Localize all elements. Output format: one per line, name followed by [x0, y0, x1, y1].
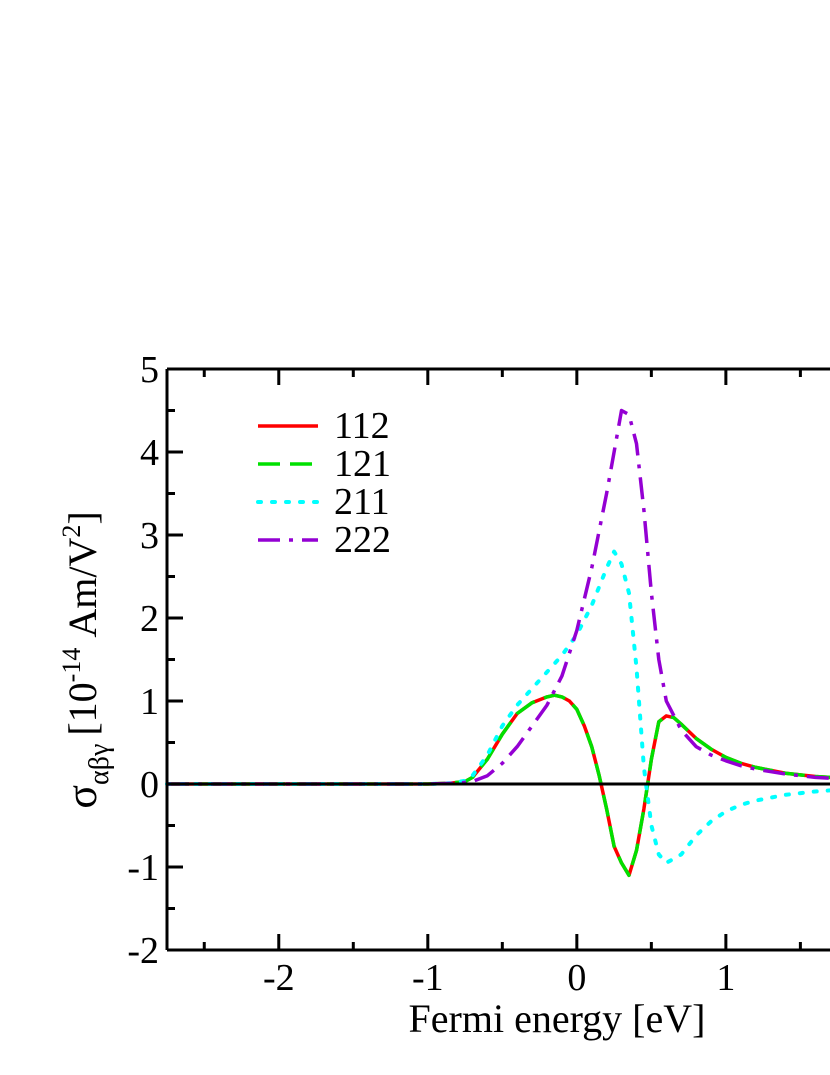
y-axis-title: σαβγ [10-14 Am/V2] — [57, 511, 115, 808]
x-tick-label: 0 — [567, 957, 586, 999]
y-tick-label: 5 — [140, 349, 159, 391]
x-tick-label: 1 — [716, 957, 735, 999]
legend-label-211: 211 — [334, 481, 390, 523]
series-line-211 — [165, 549, 830, 865]
legend-label-222: 222 — [334, 519, 391, 561]
x-tick-label: -1 — [412, 957, 444, 999]
legend-label-112: 112 — [334, 405, 390, 447]
x-tick-label: -2 — [263, 957, 295, 999]
y-axis-unit: Am/V — [60, 538, 105, 648]
axis-ticks — [167, 367, 802, 952]
y-tick-label: 4 — [140, 432, 159, 474]
y-tick-label: 2 — [140, 598, 159, 640]
y-axis-suffix: ] — [60, 511, 105, 524]
y-tick-label: 1 — [140, 681, 159, 723]
y-axis-unit-exponent: 2 — [57, 525, 86, 538]
y-tick-label: 0 — [140, 764, 159, 806]
legend-label-121: 121 — [334, 443, 391, 485]
y-axis-prefix: [10 — [60, 682, 105, 735]
y-axis-subscript: αβγ — [84, 744, 115, 785]
y-axis-symbol: σ — [57, 785, 106, 809]
x-axis-title: Fermi energy [eV] — [409, 996, 706, 1041]
series-line-222 — [167, 408, 830, 786]
y-tick-label: -1 — [127, 847, 159, 889]
y-tick-label: 3 — [140, 515, 159, 557]
axes — [165, 367, 830, 952]
y-axis-exponent: -14 — [57, 648, 86, 683]
series-line-121 — [167, 693, 830, 878]
series-lines — [165, 408, 830, 878]
y-tick-label: -2 — [127, 930, 159, 972]
tick-labels: -2 -1 0 1 -2 -1 0 1 2 3 4 5 — [127, 349, 735, 999]
